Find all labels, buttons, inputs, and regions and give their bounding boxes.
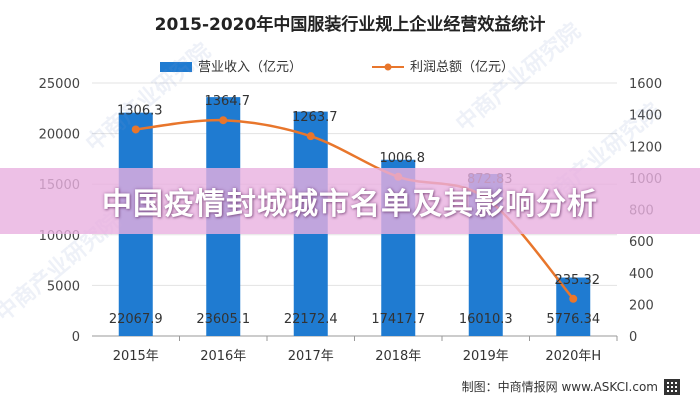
line-value-label: 1263.7 bbox=[292, 110, 338, 125]
line-profit-point bbox=[306, 132, 315, 141]
legend-line-marker bbox=[384, 63, 392, 71]
line-profit-point bbox=[569, 294, 578, 303]
chart-title: 2015-2020年中国服装行业规上企业经营效益统计 bbox=[155, 14, 546, 35]
y-left-tick-label: 20000 bbox=[39, 128, 80, 143]
bar-value-label: 16010.3 bbox=[459, 312, 513, 327]
legend-line-label: 利润总额（亿元） bbox=[410, 60, 514, 75]
y-right-tick-label: 1600 bbox=[629, 77, 662, 92]
bar-value-label: 5776.34 bbox=[546, 312, 600, 327]
x-tick-label: 2019年 bbox=[463, 349, 509, 364]
y-right-tick-label: 600 bbox=[629, 235, 654, 250]
y-right-tick-label: 400 bbox=[629, 267, 654, 282]
y-right-tick-label: 1200 bbox=[629, 140, 662, 155]
x-tick-label: 2016年 bbox=[200, 349, 246, 364]
line-value-label: 1006.8 bbox=[380, 151, 426, 166]
x-tick-label: 2015年 bbox=[113, 349, 159, 364]
x-tick-label: 2018年 bbox=[375, 349, 421, 364]
line-value-label: 1306.3 bbox=[117, 103, 163, 118]
credit-text: 制图：中商情报网 www.ASKCI.com bbox=[461, 380, 658, 394]
line-profit-point bbox=[219, 116, 228, 125]
y-right-tick-label: 200 bbox=[629, 298, 654, 313]
x-tick-label: 2020年H bbox=[545, 349, 601, 364]
qr-code-icon bbox=[664, 378, 680, 395]
chart-credit: 制图：中商情报网 www.ASKCI.com bbox=[462, 378, 680, 395]
bar-revenue bbox=[556, 277, 591, 336]
bar-value-label: 17417.7 bbox=[371, 312, 425, 327]
legend-bar-label: 营业收入（亿元） bbox=[198, 60, 302, 75]
y-right-tick-label: 0 bbox=[629, 330, 637, 345]
headline-banner: 中国疫情封城城市名单及其影响分析 bbox=[0, 168, 700, 234]
legend-bar-swatch bbox=[160, 62, 192, 72]
bar-value-label: 23605.1 bbox=[196, 312, 250, 327]
y-left-tick-label: 0 bbox=[72, 330, 80, 345]
line-value-label: 1364.7 bbox=[205, 94, 251, 109]
line-profit-point bbox=[131, 125, 140, 134]
y-right-tick-label: 1400 bbox=[629, 109, 662, 124]
y-left-tick-label: 25000 bbox=[39, 77, 80, 92]
bar-value-label: 22172.4 bbox=[284, 312, 338, 327]
headline-text: 中国疫情封城城市名单及其影响分析 bbox=[102, 187, 598, 222]
line-value-label: 235.32 bbox=[555, 273, 601, 288]
y-left-tick-label: 5000 bbox=[47, 279, 80, 294]
bar-value-label: 22067.9 bbox=[109, 312, 163, 327]
x-tick-label: 2017年 bbox=[288, 349, 334, 364]
